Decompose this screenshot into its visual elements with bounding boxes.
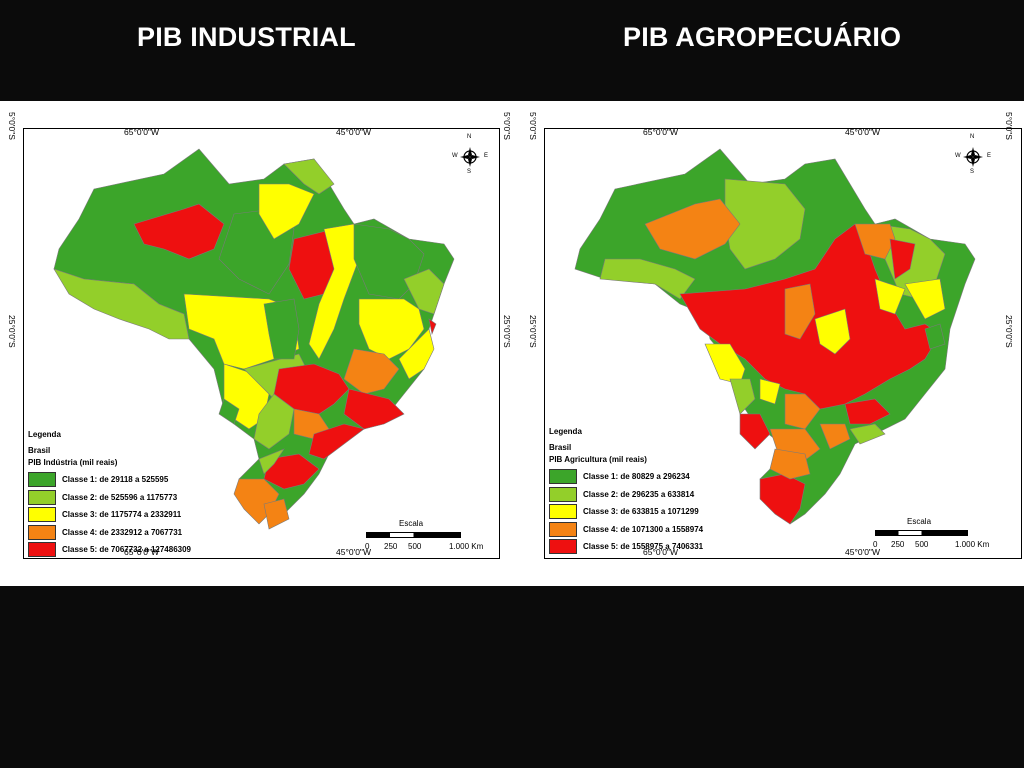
scale-tick-1000: 1.000 Km <box>955 540 990 549</box>
legend-label: Classe 2: de 296235 a 633814 <box>583 489 695 499</box>
lon-label-top-45: 45°0'0"W <box>336 128 371 137</box>
lat-label-left-25: 25°0'0"S <box>7 315 17 348</box>
legend-label: Classe 4: de 1071300 a 1558974 <box>583 524 704 534</box>
legend-title: PIB Agricultura (mil reais) <box>549 455 647 464</box>
legend-swatch <box>549 486 577 502</box>
scale-tick-500: 500 <box>915 540 929 549</box>
legend-swatch <box>549 469 577 485</box>
lat-label-left-5-agro: 5°0'0"S <box>528 112 538 140</box>
scale-title: Escala <box>399 519 424 528</box>
legend-heading: Legenda <box>549 427 582 436</box>
legend-swatch <box>28 472 56 488</box>
brazil-map-industrial <box>53 148 455 530</box>
lat-label-left-5: 5°0'0"S <box>7 112 17 140</box>
lon-label-bottom-65: 65°0'0"W <box>124 547 159 557</box>
compass-n: N <box>467 134 472 140</box>
scale-tick-250: 250 <box>384 542 398 551</box>
legend-item-class-3: Classe 3: de 1175774 a 2332911 <box>28 506 191 524</box>
compass-icon <box>963 147 983 167</box>
compass-w: W <box>955 153 961 159</box>
title-agro: PIB AGROPECUÁRIO <box>623 22 902 52</box>
scale-tick-0: 0 <box>873 540 878 549</box>
compass-s: S <box>467 169 472 175</box>
lon-label-top-45: 45°0'0"W <box>845 128 880 137</box>
legend-country: Brasil <box>28 446 51 455</box>
scale-tick-0: 0 <box>365 542 370 551</box>
legend-label: Classe 1: de 29118 a 525595 <box>62 475 169 485</box>
legend-label: Classe 5: de 1558975 a 7406331 <box>583 542 704 552</box>
legend-swatch <box>28 489 56 505</box>
lon-label-bottom-45: 45°0'0"W <box>845 547 880 557</box>
legend-label: Classe 1: de 80829 a 296234 <box>583 472 690 482</box>
compass-e: E <box>987 153 992 159</box>
legend-label: Classe 3: de 1175774 a 2332911 <box>62 510 182 520</box>
compass-rose: N S W E <box>452 134 489 180</box>
compass-e: E <box>484 153 489 159</box>
scale-title: Escala <box>907 517 932 526</box>
scale-bar-graphic <box>366 532 461 538</box>
legend-heading: Legenda <box>28 430 61 439</box>
lat-label-right-25: 25°0'0"S <box>502 315 512 348</box>
scale-tick-250: 250 <box>891 540 905 549</box>
legend-item-class-4: Classe 4: de 1071300 a 1558974 <box>549 521 703 539</box>
legend-swatch <box>28 542 56 558</box>
legend-item-class-5: Classe 5: de 1558975 a 7406331 <box>549 538 703 556</box>
legend-label: Classe 5: de 7067732 a 127486309 <box>62 545 191 555</box>
compass-icon <box>460 147 480 167</box>
compass-w: W <box>452 153 458 159</box>
compass-s: S <box>970 169 975 175</box>
legend-swatch <box>28 524 56 540</box>
title-industrial: PIB INDUSTRIAL <box>137 22 356 52</box>
map-panel-industrial: 65°0'0"W 45°0'0"W 65°0'0"W 45°0'0"W <box>23 128 500 559</box>
lat-label-right-5-agro: 5°0'0"S <box>1004 112 1014 140</box>
legend-swatch <box>549 539 577 555</box>
legend-industrial: Legenda Brasil PIB Indústria (mil reais)… <box>28 429 191 558</box>
legend-item-class-2: Classe 2: de 296235 a 633814 <box>549 486 703 504</box>
legend-agro: Legenda Brasil PIB Agricultura (mil reai… <box>549 426 703 556</box>
legend-label: Classe 3: de 633815 a 1071299 <box>583 507 699 517</box>
lat-label-right-25-agro: 25°0'0"S <box>1004 315 1014 348</box>
legend-title: PIB Indústria (mil reais) <box>28 458 118 467</box>
lat-label-left-25-agro: 25°0'0"S <box>528 315 538 348</box>
legend-item-class-3: Classe 3: de 633815 a 1071299 <box>549 503 703 521</box>
map-panel-agro: 65°0'0"W 45°0'0"W 65°0'0"W 45°0'0"W <box>544 128 1022 559</box>
legend-swatch <box>549 504 577 520</box>
compass-rose: N S W E <box>955 134 992 180</box>
legend-item-class-4: Classe 4: de 2332912 a 7067731 <box>28 524 191 542</box>
legend-item-class-1: Classe 1: de 80829 a 296234 <box>549 468 703 486</box>
scale-tick-1000: 1.000 Km <box>449 542 484 551</box>
legend-item-class-2: Classe 2: de 525596 a 1175773 <box>28 489 191 507</box>
legend-label: Classe 2: de 525596 a 1175773 <box>62 492 178 502</box>
lon-label-bottom-45: 45°0'0"W <box>336 547 371 557</box>
lon-label-top-65: 65°0'0"W <box>124 128 159 137</box>
legend-label: Classe 4: de 2332912 a 7067731 <box>62 527 183 537</box>
legend-item-class-5: Classe 5: de 7067732 a 127486309 <box>28 541 191 558</box>
brazil-map-agro <box>574 148 976 525</box>
legend-swatch <box>28 507 56 523</box>
scale-tick-500: 500 <box>408 542 422 551</box>
scale-bar-graphic <box>875 530 968 536</box>
legend-item-class-1: Classe 1: de 29118 a 525595 <box>28 471 191 489</box>
lat-label-right-5: 5°0'0"S <box>502 112 512 140</box>
lon-label-top-65: 65°0'0"W <box>643 128 678 137</box>
legend-swatch <box>549 521 577 537</box>
legend-country: Brasil <box>549 443 572 452</box>
lon-label-bottom-65: 65°0'0"W <box>643 547 678 557</box>
compass-n: N <box>970 134 975 140</box>
